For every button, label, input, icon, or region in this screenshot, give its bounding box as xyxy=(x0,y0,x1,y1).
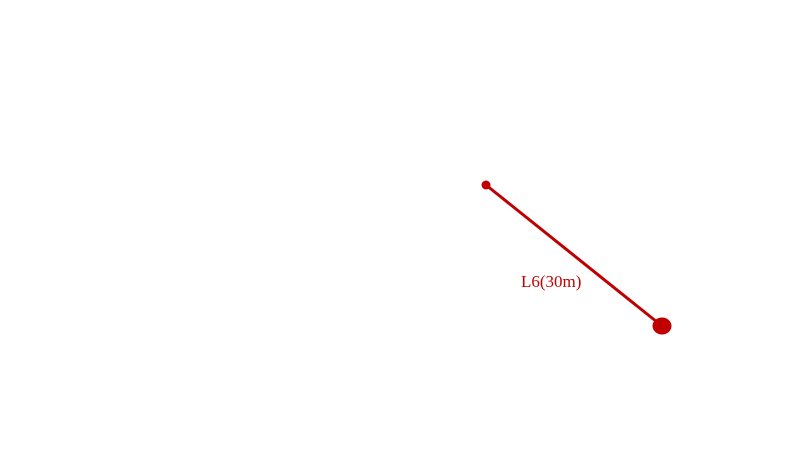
segment-line-l6[interactable] xyxy=(485,183,663,328)
segment-end-node[interactable] xyxy=(652,317,672,335)
segment-start-node[interactable] xyxy=(481,180,491,190)
segment-label: L6(30m) xyxy=(521,272,581,291)
